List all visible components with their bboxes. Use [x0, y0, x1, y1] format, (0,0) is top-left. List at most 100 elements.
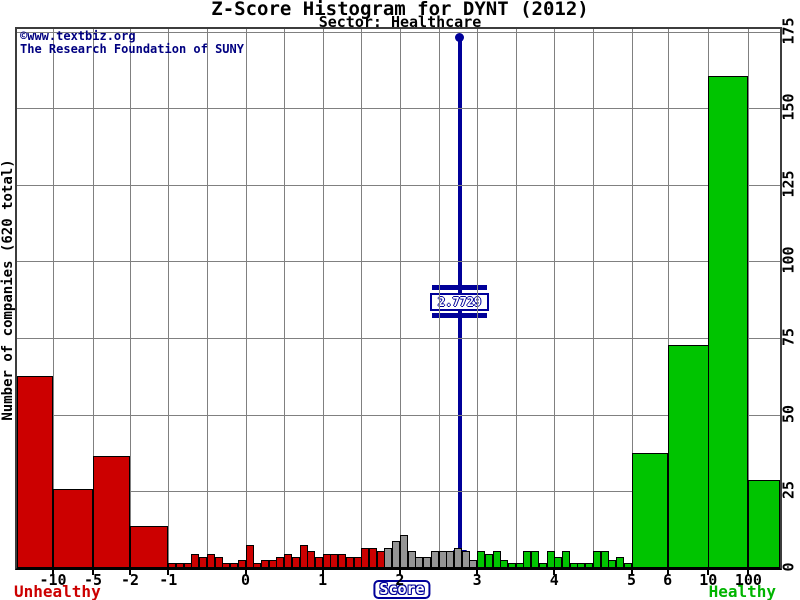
- histogram-bar: [292, 557, 300, 568]
- gridline-v: [361, 29, 363, 568]
- histogram-bar: [369, 548, 377, 568]
- histogram-bar: [238, 560, 246, 568]
- histogram-bar: [93, 456, 130, 568]
- y-axis-title: Number of companies (620 total): [0, 159, 16, 421]
- gridline-v: [631, 29, 633, 568]
- histogram-bar: [191, 554, 199, 568]
- z-score-value-label: 2.7729: [430, 293, 490, 311]
- histogram-bar: [585, 563, 593, 568]
- y-tick-label: 125: [779, 170, 798, 198]
- histogram-bar: [493, 551, 501, 568]
- histogram-bar: [477, 551, 485, 568]
- y-tick-label: 25: [779, 480, 798, 500]
- histogram-bar: [222, 563, 230, 568]
- histogram-bar: [539, 563, 547, 568]
- histogram-bar: [601, 551, 609, 568]
- histogram-bar: [330, 554, 338, 568]
- histogram-bar: [554, 557, 562, 568]
- x-tick: [321, 570, 324, 575]
- histogram-bar: [531, 551, 539, 568]
- x-tick: [92, 570, 94, 575]
- x-tick-label: 3: [472, 571, 482, 589]
- x-tick-label: 5: [626, 571, 637, 589]
- x-tick-label: -5: [83, 571, 103, 589]
- y-tick-label: 150: [779, 93, 798, 121]
- histogram-bar: [577, 563, 585, 568]
- histogram-bar: [469, 560, 477, 568]
- gridline-v: [284, 29, 286, 568]
- histogram-bar: [454, 548, 462, 568]
- histogram-bar: [315, 557, 323, 568]
- x-tick-label: 1: [318, 571, 328, 589]
- x-tick: [553, 570, 556, 575]
- histogram-bar: [346, 557, 354, 568]
- gridline-v: [399, 29, 401, 568]
- watermark-foundation: The Research Foundation of SUNY: [20, 42, 244, 56]
- y-tick-label: 50: [779, 404, 798, 424]
- gridline-h: [17, 185, 780, 186]
- x-tick: [747, 570, 750, 575]
- x-tick: [244, 570, 247, 575]
- histogram-bar: [508, 563, 516, 568]
- gridline-v: [438, 29, 440, 568]
- gridline-h: [17, 415, 780, 416]
- unhealthy-zone-label: Unhealthy: [14, 582, 101, 600]
- histogram-bar: [338, 554, 346, 568]
- histogram-bar: [423, 557, 431, 568]
- histogram-bar: [307, 551, 315, 568]
- x-tick-label: -2: [120, 571, 140, 589]
- x-tick-label: 100: [734, 571, 762, 589]
- histogram-bar: [384, 548, 392, 568]
- histogram-bar: [431, 551, 439, 568]
- gridline-h: [17, 491, 780, 492]
- x-tick-label: 4: [549, 571, 559, 589]
- x-tick-label: 6: [663, 571, 673, 589]
- gridline-v: [53, 29, 54, 568]
- gridline-v: [515, 29, 517, 568]
- x-tick-label: -1: [159, 571, 178, 589]
- gridline-v: [130, 29, 131, 568]
- y-tick-label: 0: [779, 562, 798, 572]
- gridline-v: [322, 29, 324, 568]
- x-tick-label: 10: [699, 571, 718, 589]
- histogram-bar: [176, 563, 184, 568]
- chart-title: Z-Score Histogram for DYNT (2012): [211, 0, 589, 20]
- y-tick-label: 100: [779, 246, 798, 274]
- gridline-v: [93, 29, 94, 568]
- x-tick: [707, 570, 710, 575]
- gridline-h: [17, 261, 780, 262]
- histogram-bar: [523, 551, 531, 568]
- watermark-copyright: ©www.textbiz.org: [20, 29, 136, 43]
- x-tick: [630, 570, 633, 575]
- histogram-bar: [708, 76, 748, 568]
- histogram-bar: [668, 345, 709, 568]
- histogram-bar: [593, 551, 601, 568]
- chart-subtitle: Sector: Healthcare: [318, 13, 482, 31]
- histogram-bar: [462, 551, 470, 568]
- x-tick: [129, 570, 131, 575]
- gridline-h: [17, 108, 780, 109]
- gridline-h: [17, 32, 780, 33]
- histogram-bar: [215, 557, 223, 568]
- x-tick: [476, 570, 479, 575]
- histogram-bar: [608, 560, 616, 568]
- histogram-bar: [616, 557, 624, 568]
- histogram-bar: [199, 557, 207, 568]
- histogram-bar: [246, 545, 254, 568]
- gridline-h: [17, 338, 780, 339]
- x-tick: [398, 570, 401, 575]
- histogram-bar: [632, 453, 668, 568]
- y-tick-label: 175: [779, 17, 798, 45]
- z-score-marker-dot-icon: [455, 33, 465, 42]
- gridline-v: [477, 29, 479, 568]
- histogram-bar: [446, 551, 454, 568]
- histogram-bar: [361, 548, 369, 568]
- x-tick-label: 0: [240, 571, 251, 589]
- x-tick-label: -10: [39, 571, 67, 589]
- histogram-bar: [284, 554, 292, 568]
- histogram-bar: [253, 563, 261, 568]
- marker-crossbar-bottom: [432, 313, 488, 318]
- histogram-bar: [500, 560, 508, 568]
- histogram-bar: [624, 563, 632, 568]
